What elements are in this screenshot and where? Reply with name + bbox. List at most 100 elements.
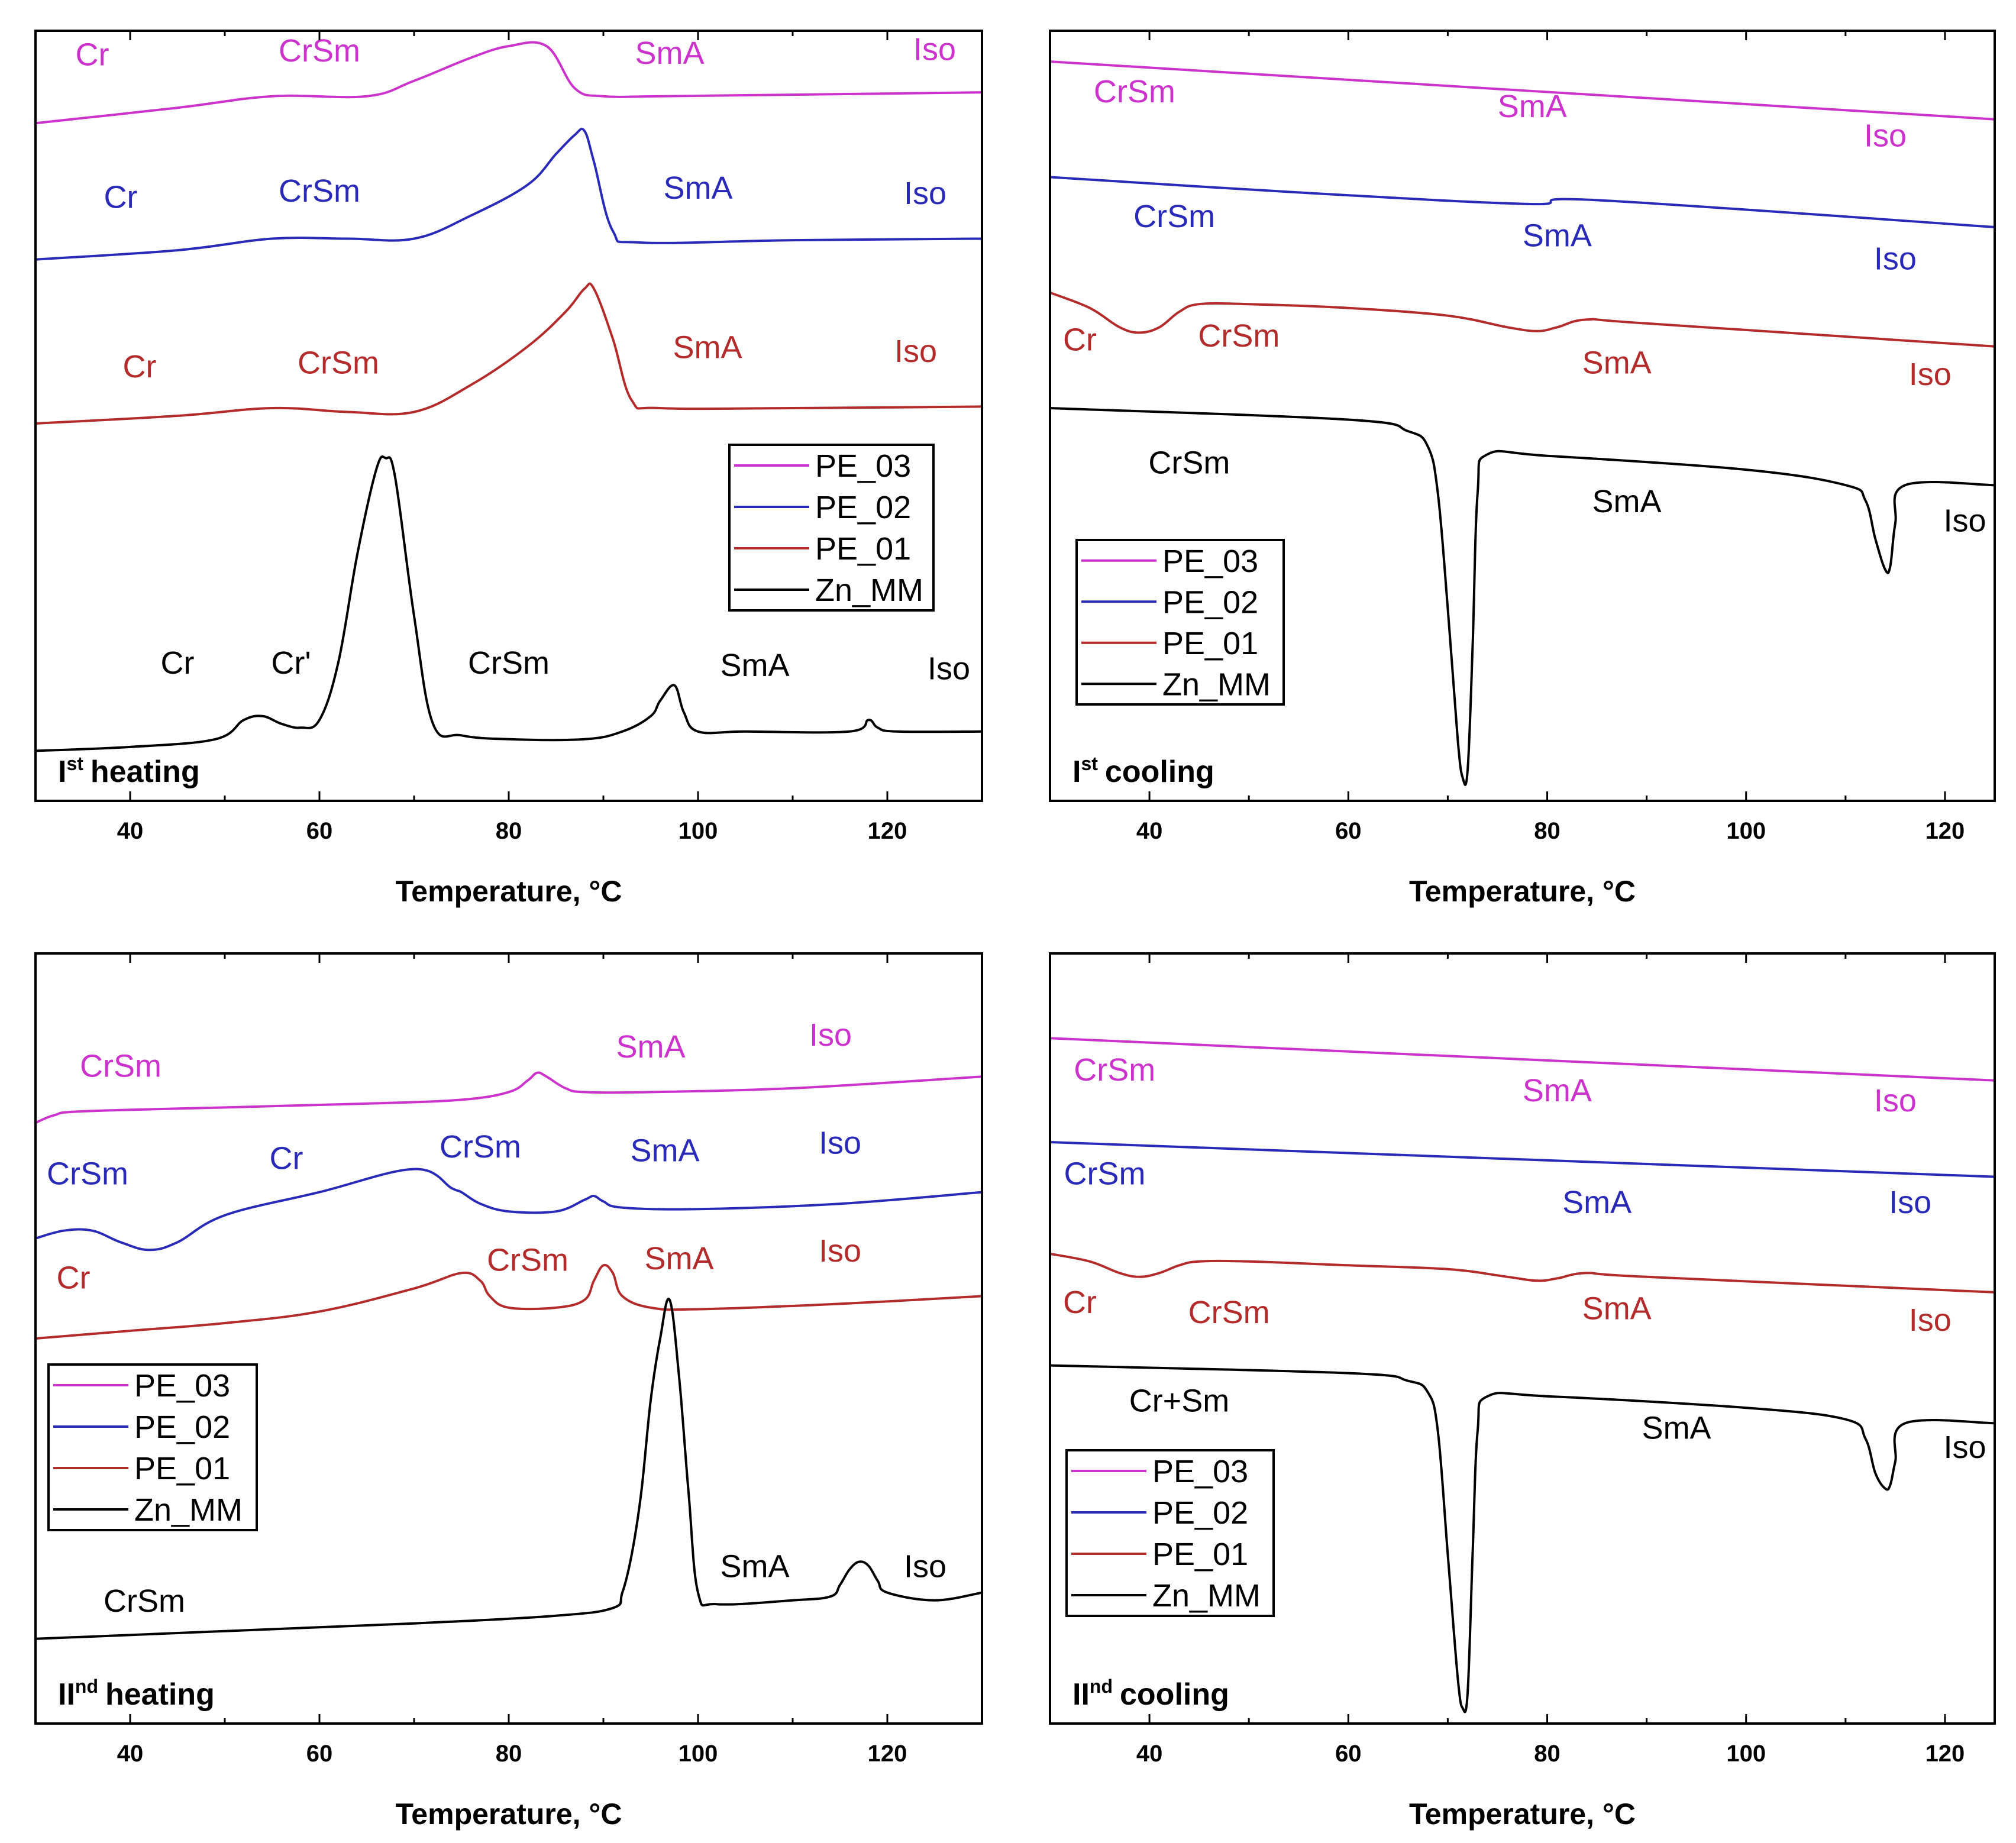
- stage-label-prefix: I: [1072, 755, 1081, 789]
- phase-label-iso: Iso: [1864, 118, 1907, 153]
- panel-first-heating: Cr CrSm SmA Iso Cr CrSm SmA Iso Cr CrSm SmA Iso Cr Cr…: [34, 30, 983, 908]
- stage-label-word: cooling: [1120, 1677, 1229, 1712]
- curve-pe-01: [1050, 291, 1995, 348]
- phase-label-cr: Cr: [161, 645, 195, 681]
- phase-label-cr: Cr: [76, 37, 109, 73]
- phase-label-sma: SmA: [1562, 1185, 1631, 1220]
- legend-label-pe-01: PE_01: [1152, 1537, 1248, 1572]
- phase-label-iso: Iso: [894, 334, 937, 369]
- legend-label-zn-mm: Zn_MM: [1162, 667, 1271, 702]
- curve-zn-mm: [1050, 1364, 1995, 1713]
- phase-label-crsm: CrSm: [1198, 318, 1280, 354]
- phase-label-sma: SmA: [1582, 1291, 1652, 1326]
- stage-label-word: heating: [91, 755, 200, 789]
- legend: PE_03 PE_02 PE_01 Zn_MM: [728, 444, 935, 612]
- x-tick-label: 40: [1136, 818, 1163, 844]
- stage-label-superscript: nd: [1090, 1676, 1113, 1697]
- phase-label-sma: SmA: [1498, 89, 1567, 124]
- stage-label-word: cooling: [1105, 755, 1214, 789]
- phase-label-cr: Cr: [1063, 1285, 1097, 1320]
- phase-label-sma: SmA: [644, 1241, 713, 1276]
- legend: PE_03 PE_02 PE_01 Zn_MM: [47, 1363, 258, 1531]
- legend-label-pe-01: PE_01: [815, 531, 911, 567]
- phase-label-iso: Iso: [809, 1017, 852, 1053]
- phase-label-cr: Cr': [271, 645, 311, 681]
- phase-label-crsm: CrSm: [104, 1583, 185, 1619]
- legend-label-pe-03: PE_03: [134, 1368, 230, 1404]
- x-tick-label: 60: [306, 1741, 333, 1767]
- legend-label-zn-mm: Zn_MM: [134, 1492, 243, 1528]
- phase-label-sma: SmA: [720, 648, 789, 683]
- phase-label-crsm: CrSm: [1133, 199, 1215, 234]
- curve-zn-mm: [35, 1298, 982, 1640]
- x-tick-label: 80: [1534, 818, 1561, 844]
- x-tick-label: 120: [868, 1741, 907, 1767]
- legend-box: [1065, 1449, 1275, 1617]
- phase-label-iso: Iso: [819, 1233, 861, 1269]
- phase-label-sma: SmA: [630, 1133, 699, 1169]
- curve-pe-01: [35, 1263, 982, 1340]
- x-axis-label: Temperature, °C: [395, 875, 622, 908]
- x-tick-label: 40: [117, 818, 144, 844]
- phase-label-iso: Iso: [1874, 241, 1917, 277]
- phase-label-crsm: CrSm: [1188, 1295, 1270, 1330]
- stage-label-word: heating: [105, 1677, 215, 1712]
- stage-label-superscript: nd: [75, 1676, 98, 1697]
- phase-label-crsm: CrSm: [487, 1242, 568, 1278]
- legend-label-pe-03: PE_03: [815, 448, 911, 484]
- phase-label-crsm: CrSm: [1094, 74, 1175, 109]
- x-tick-label: 60: [1335, 818, 1362, 844]
- legend-label-pe-03: PE_03: [1152, 1454, 1248, 1489]
- legend-label-pe-01: PE_01: [1162, 626, 1258, 661]
- phase-label-sma: SmA: [720, 1549, 789, 1585]
- phase-label-crsm: CrSm: [298, 345, 379, 380]
- x-tick-label: 40: [1136, 1741, 1163, 1767]
- x-tick-label: 80: [496, 1741, 522, 1767]
- curve-pe-03: [1050, 60, 1995, 121]
- curve-pe-01: [35, 282, 982, 425]
- legend: PE_03 PE_02 PE_01 Zn_MM: [1075, 539, 1285, 706]
- phase-label-iso: Iso: [1889, 1185, 1931, 1220]
- legend-box: [1075, 539, 1285, 706]
- phase-label-crsm: CrSm: [1074, 1052, 1155, 1088]
- curve-pe-02: [35, 127, 982, 261]
- legend-label-pe-02: PE_02: [815, 490, 911, 525]
- phase-label-sma: SmA: [663, 170, 732, 206]
- curve-pe-01: [1050, 1252, 1995, 1294]
- plot-frame: [1049, 30, 1996, 802]
- plot-frame: [1049, 952, 1996, 1725]
- x-tick-label: 120: [1925, 1741, 1965, 1767]
- x-tick-label: 60: [306, 818, 333, 844]
- legend-label-pe-02: PE_02: [134, 1409, 230, 1445]
- phase-label-crsm: CrSm: [468, 645, 550, 681]
- x-tick-label: 40: [117, 1741, 144, 1767]
- phase-label-sma: SmA: [673, 329, 742, 365]
- curve-pe-03: [1050, 1037, 1995, 1082]
- phase-label-sma: SmA: [1582, 345, 1652, 380]
- phase-label-cr: Cr: [57, 1260, 91, 1295]
- stage-label-prefix: II: [58, 1677, 75, 1712]
- phase-label-iso: Iso: [819, 1126, 861, 1161]
- phase-label-iso: Iso: [1944, 1430, 1986, 1465]
- phase-label-iso: Iso: [928, 651, 970, 686]
- stage-label-prefix: I: [58, 755, 66, 789]
- legend-label-pe-02: PE_02: [1162, 584, 1258, 620]
- legend-label-pe-01: PE_01: [134, 1451, 230, 1486]
- phase-label-crsm: CrSm: [1148, 445, 1230, 481]
- stage-label: IInd cooling: [1072, 1676, 1229, 1712]
- stage-label-superscript: st: [66, 753, 83, 774]
- phase-label-sma: SmA: [616, 1029, 685, 1065]
- x-axis-label: Temperature, °C: [1409, 1797, 1636, 1831]
- x-tick-label: 100: [1726, 1741, 1766, 1767]
- phase-label-iso: Iso: [1909, 1302, 1952, 1338]
- legend-box: [47, 1363, 258, 1531]
- x-tick-label: 120: [1925, 818, 1965, 844]
- curve-zn-mm: [35, 455, 982, 752]
- x-tick-label: 100: [679, 818, 718, 844]
- phase-label-crsm: CrSm: [279, 173, 360, 209]
- x-tick-label: 120: [868, 818, 907, 844]
- phase-label-sma: SmA: [1523, 1073, 1592, 1108]
- phase-label-iso: Iso: [904, 1549, 946, 1585]
- curve-pe-03: [35, 1071, 982, 1124]
- legend-label-zn-mm: Zn_MM: [815, 573, 923, 608]
